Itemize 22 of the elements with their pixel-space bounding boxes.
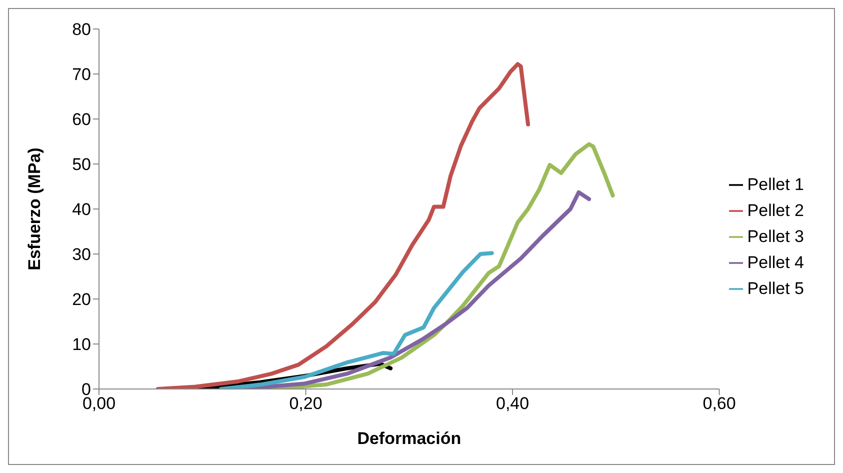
x-tick-label: 0,40 [496,394,530,414]
x-tick-label: 0,00 [82,394,116,414]
line-series [218,251,494,389]
legend-label: Pellet 3 [747,226,804,246]
y-tick-label: 30 [72,245,91,264]
x-tick-label: 0,20 [289,394,322,414]
x-axis-title: Deformación [357,429,462,448]
x-tick-label: 0,60 [702,394,736,414]
y-tick-label: 70 [72,65,91,84]
line-series [270,142,615,389]
y-tick-label: 80 [72,20,91,40]
y-tick-label: 40 [72,200,91,220]
y-tick-label: 10 [72,335,91,354]
line-series [156,62,530,389]
y-tick-label: 20 [72,290,91,310]
legend-label: Pellet 1 [747,174,804,194]
y-axis-title: Esfuerzo (MPa) [25,148,44,270]
y-tick-label: 60 [72,110,91,130]
legend-label: Pellet 4 [747,252,804,272]
legend-label: Pellet 5 [747,278,804,298]
y-tick-label: 50 [72,155,91,174]
legend-label: Pellet 2 [747,200,804,220]
